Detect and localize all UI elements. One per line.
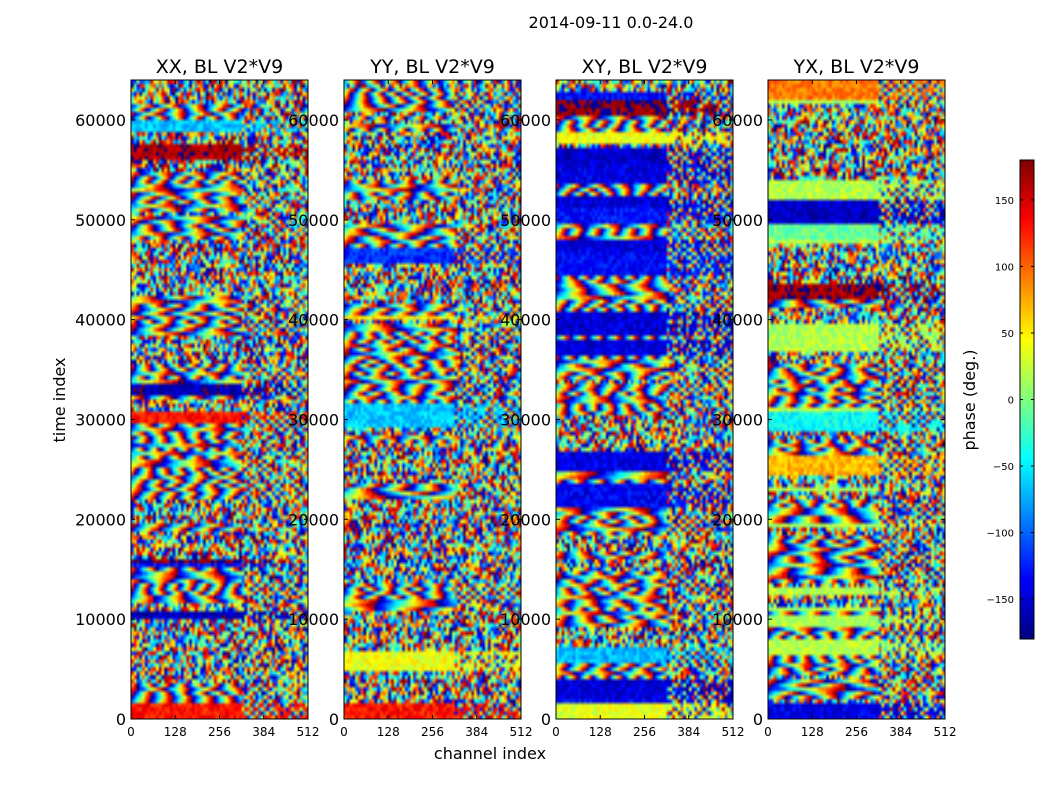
x-tick-label: 0 xyxy=(764,725,772,739)
y-axis-label: time index xyxy=(50,357,69,442)
x-tick-label: 384 xyxy=(677,725,700,739)
colorbar-tick-label: −50 xyxy=(993,462,1014,473)
x-tick-label: 512 xyxy=(297,725,320,739)
x-axis-label: channel index xyxy=(434,744,546,763)
y-tick-label: 10000 xyxy=(712,610,763,629)
y-tick-label: 40000 xyxy=(712,311,763,330)
y-tick-label: 60000 xyxy=(288,111,339,130)
colorbar: 150 100 50 0 −50 −100 −150 xyxy=(987,159,1035,640)
x-tick-label: 128 xyxy=(377,725,400,739)
y-tick-label: 0 xyxy=(329,710,339,729)
x-tick-label: 128 xyxy=(801,725,824,739)
colorbar-tick-label: 50 xyxy=(1001,329,1014,340)
y-tick-label: 30000 xyxy=(712,410,763,429)
x-tick-label: 256 xyxy=(208,725,231,739)
x-tick-label: 128 xyxy=(164,725,187,739)
x-tick-label: 512 xyxy=(510,725,533,739)
x-tick-label: 256 xyxy=(421,725,444,739)
panel-title-yy: YY, BL V2*V9 xyxy=(369,56,495,78)
x-tick-label: 256 xyxy=(633,725,656,739)
x-tick-label: 384 xyxy=(252,725,275,739)
y-tick-label: 20000 xyxy=(500,510,551,529)
colorbar-label: phase (deg.) xyxy=(960,349,979,450)
phase-waterfall-image-yy xyxy=(344,80,521,719)
y-tick-label: 10000 xyxy=(288,610,339,629)
panel-yx: YX, BL V2*V9 0 128 256 384 512 0 10000 20000 3000… xyxy=(712,56,956,739)
y-tick-label: 50000 xyxy=(288,211,339,230)
y-tick-label: 30000 xyxy=(500,410,551,429)
x-tick-label: 512 xyxy=(934,725,957,739)
colorbar-tick-label: 0 xyxy=(1008,396,1014,407)
panel-title-yx: YX, BL V2*V9 xyxy=(792,56,919,78)
x-tick-label: 128 xyxy=(589,725,612,739)
phase-waterfall-image-yx xyxy=(768,80,945,719)
panel-xy: XY, BL V2*V9 0 128 256 384 512 0 10000 20000 3000… xyxy=(500,56,744,739)
x-tick-label: 384 xyxy=(889,725,912,739)
x-tick-label: 0 xyxy=(127,725,135,739)
y-tick-label: 30000 xyxy=(288,410,339,429)
x-tick-label: 256 xyxy=(845,725,868,739)
y-tick-label: 20000 xyxy=(75,510,126,529)
y-tick-label: 60000 xyxy=(75,111,126,130)
y-tick-label: 50000 xyxy=(712,211,763,230)
y-tick-label: 60000 xyxy=(712,111,763,130)
colorbar-tick-label: 150 xyxy=(995,196,1014,207)
x-tick-label: 384 xyxy=(465,725,488,739)
y-tick-label: 50000 xyxy=(75,211,126,230)
panel-yy: YY, BL V2*V9 0 128 256 384 512 0 10000 20000 3000… xyxy=(288,56,532,739)
y-tick-label: 0 xyxy=(116,710,126,729)
panel-xx: XX, BL V2*V9 0 128 256 384 512 0 10000 20000 3000… xyxy=(75,56,319,739)
colorbar-tick-label: −100 xyxy=(987,529,1014,540)
y-tick-label: 50000 xyxy=(500,211,551,230)
y-tick-label: 0 xyxy=(541,710,551,729)
figure-suptitle: 2014-09-11 0.0-24.0 xyxy=(529,13,694,32)
colorbar-tick-label: −150 xyxy=(987,595,1014,606)
panels-group: XX, BL V2*V9 0 128 256 384 512 0 10000 20000 3000… xyxy=(75,56,956,739)
y-tick-label: 60000 xyxy=(500,111,551,130)
y-tick-label: 20000 xyxy=(288,510,339,529)
x-tick-label: 0 xyxy=(552,725,560,739)
y-tick-label: 40000 xyxy=(288,311,339,330)
y-tick-label: 40000 xyxy=(500,311,551,330)
colorbar-tick-label: 100 xyxy=(995,262,1014,273)
x-tick-label: 0 xyxy=(340,725,348,739)
y-tick-label: 30000 xyxy=(75,410,126,429)
y-tick-label: 40000 xyxy=(75,311,126,330)
y-tick-label: 10000 xyxy=(500,610,551,629)
y-tick-label: 10000 xyxy=(75,610,126,629)
panel-title-xx: XX, BL V2*V9 xyxy=(156,56,283,78)
panel-title-xy: XY, BL V2*V9 xyxy=(581,56,707,78)
y-tick-label: 0 xyxy=(753,710,763,729)
x-tick-label: 512 xyxy=(722,725,745,739)
phase-waterfall-image-xx xyxy=(131,80,308,719)
phase-waterfall-image-xy xyxy=(556,80,733,719)
y-tick-label: 20000 xyxy=(712,510,763,529)
